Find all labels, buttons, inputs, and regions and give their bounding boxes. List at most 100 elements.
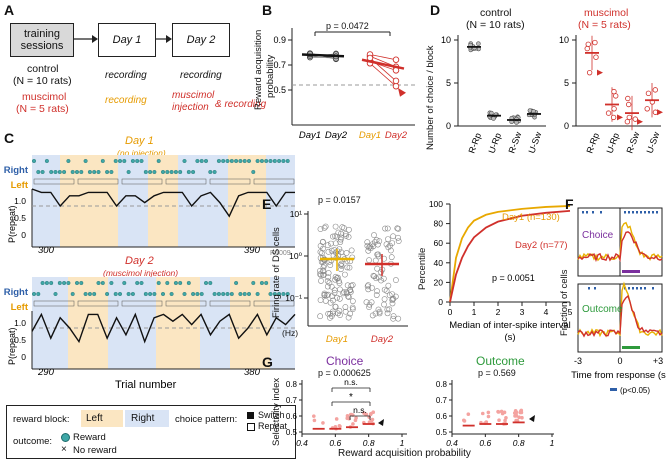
- reward-dot: [186, 280, 191, 285]
- repeat-pattern-row: [253, 178, 295, 185]
- reward-dot: [268, 158, 273, 163]
- muscimol-recording: & recording: [215, 99, 267, 110]
- d-control-dot: [491, 116, 496, 121]
- reward-dot: [178, 280, 183, 285]
- panel-a-letter: A: [4, 2, 15, 18]
- day2-cell: [385, 282, 392, 289]
- g-dot: [519, 408, 524, 413]
- g-xtick: 0.8: [513, 438, 525, 448]
- day2-cell: [367, 245, 374, 252]
- muscimol-n: (N = 5 rats): [16, 103, 69, 115]
- reward-dot: [83, 158, 88, 163]
- repeat-pattern-row: [209, 178, 251, 185]
- day1-cell: [317, 249, 324, 255]
- day1-cell: [330, 297, 336, 304]
- repeat-pattern-row: [253, 300, 295, 307]
- day1-cell: [348, 282, 355, 289]
- cdf-xtick: 3: [520, 307, 525, 317]
- reward-dot: [246, 291, 251, 296]
- legend-reward-block: reward block:: [13, 414, 70, 425]
- f-outcome-bar: [622, 346, 640, 349]
- reward-dot: [113, 158, 118, 163]
- reward-dot: [195, 291, 200, 296]
- reward-dot: [40, 169, 45, 174]
- legend-box: reward block: Left Right choice pattern:…: [6, 405, 296, 459]
- cdf-pval: p = 0.0051: [492, 273, 535, 283]
- e-ytick: 10⁻¹: [285, 293, 302, 303]
- reward-dot: [130, 291, 135, 296]
- day1-cell: [347, 286, 353, 293]
- reward-dot: [225, 291, 230, 296]
- day2-cell: [384, 225, 391, 232]
- g-dot: [353, 418, 358, 423]
- b-xtick: Day1: [359, 130, 381, 141]
- day1-cell: [317, 271, 323, 278]
- d-ytick: 5: [446, 78, 451, 88]
- left-block: [60, 155, 118, 247]
- cdf-xlabel-unit: (s): [504, 332, 515, 343]
- c-right-label: Right: [4, 287, 29, 298]
- panel-e-scatter: 10¹ 10⁰ 10⁻¹ Day1 Day2: [285, 209, 408, 345]
- reward-dot: [105, 291, 110, 296]
- cdf-xtick: 2: [496, 307, 501, 317]
- d-muscimol-dot: [632, 116, 639, 122]
- reward-dot: [208, 169, 213, 174]
- day1-cell: [342, 308, 349, 315]
- g-ns2: n.s.: [353, 405, 367, 415]
- left-block: [228, 155, 266, 247]
- day1-cell: [332, 276, 338, 283]
- reward-dot: [246, 158, 251, 163]
- day2-cell: [384, 306, 391, 313]
- d-muscimol: muscimol: [584, 7, 629, 19]
- muscimol-rat-line: [369, 62, 397, 87]
- reward-dot: [165, 169, 170, 174]
- g-xtick: 0.4: [446, 438, 458, 448]
- reward-dot: [96, 280, 101, 285]
- reward-dot: [225, 158, 230, 163]
- d-muscimol-dot: [592, 39, 598, 46]
- reward-dot: [87, 169, 92, 174]
- legend-switch: Switch: [258, 410, 285, 420]
- cdf-ytick: 100: [429, 199, 443, 209]
- day1-cell: [320, 267, 327, 274]
- d-control-dot: [527, 108, 533, 113]
- g-dot: [371, 410, 376, 415]
- g-ytick: 0.5: [286, 428, 298, 437]
- reward-dot: [109, 280, 114, 285]
- d-ytick: 0: [446, 121, 451, 131]
- c-ytick: 1.0: [14, 318, 26, 328]
- g-dot: [466, 412, 471, 417]
- panel-c-letter: C: [4, 130, 15, 146]
- day1-cell: [336, 280, 343, 287]
- c-xlabel: Trial number: [115, 379, 177, 391]
- reward-dot: [130, 158, 135, 163]
- d-xtick: U-Sw: [526, 130, 543, 155]
- day2-cell: [388, 254, 395, 261]
- f-outcome-label: Outcome: [582, 304, 623, 315]
- reward-dot: [229, 291, 234, 296]
- f-sig-tick: [582, 211, 584, 214]
- d-muscimol-dot: [584, 45, 590, 52]
- c-day1-sub: (no injection): [117, 148, 166, 158]
- d-muscimol-dot: [605, 110, 612, 116]
- g-ylabel: Selectivity index: [271, 377, 282, 446]
- reward-dot: [203, 280, 208, 285]
- c-xtick: 380: [244, 367, 261, 378]
- reward-dot: [87, 291, 92, 296]
- g-outcome-title: Outcome: [476, 354, 525, 368]
- reward-dot: [44, 280, 49, 285]
- g-dot: [351, 422, 355, 426]
- c-xtick: 300: [38, 245, 55, 256]
- day2-cell: [390, 313, 397, 320]
- g-ytick: 0.7: [436, 396, 448, 405]
- day1-cell: [325, 310, 332, 317]
- day1-cell: [322, 223, 329, 230]
- reward-dot: [117, 291, 122, 296]
- right-block: [178, 155, 228, 247]
- reward-dot: [238, 291, 243, 296]
- g-dot: [367, 420, 372, 424]
- day1-cell: [327, 314, 333, 321]
- reward-dot: [70, 169, 75, 174]
- f-sig-tick: [644, 211, 646, 214]
- reward-dot: [182, 291, 187, 296]
